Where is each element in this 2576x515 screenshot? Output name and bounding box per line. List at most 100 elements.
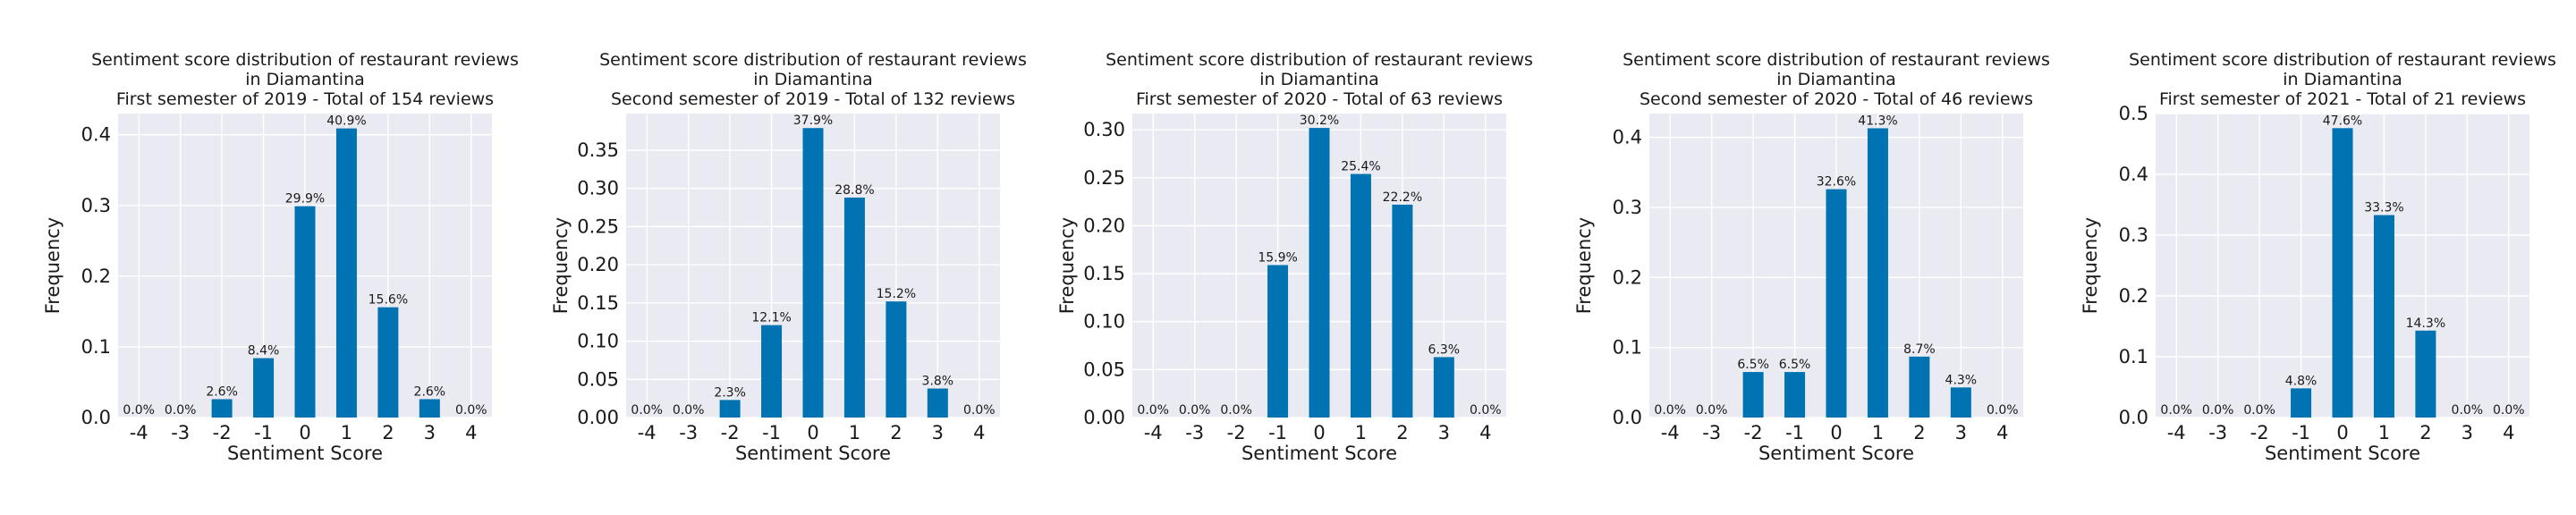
- x-tick-label: 1: [341, 422, 352, 443]
- x-tick-label: 2: [890, 422, 902, 443]
- bar--1: [761, 325, 783, 418]
- y-axis-label: Frequency: [42, 217, 64, 315]
- data-labels: 0.0% 0.0% 0.0% 15.9% 30.2% 25.4% 22.2% 6.3% 0.0%: [1137, 114, 1501, 418]
- data-label: 0.0%: [673, 403, 705, 418]
- title-line-1: Sentiment score distribution of restaura…: [91, 50, 519, 70]
- y-tick-label: 0.3: [81, 195, 111, 216]
- x-tick-label: -4: [130, 422, 148, 443]
- x-tick-label: -3: [679, 422, 698, 443]
- x-tick-label: -3: [1702, 422, 1721, 443]
- x-tick-label: 1: [2378, 422, 2390, 443]
- y-tick-label: 0.2: [1613, 266, 1642, 288]
- data-labels: 0.0% 0.0% 6.5% 6.5% 32.6% 41.3% 8.7% 4.3% 0.0%: [1654, 114, 2018, 418]
- data-label: 33.3%: [2364, 201, 2403, 215]
- x-tick-label: 2: [1396, 422, 1408, 443]
- bar-1: [1867, 128, 1888, 418]
- data-label: 4.3%: [1945, 373, 1978, 387]
- y-tick-labels: 0.0 0.1 0.2 0.3 0.4: [81, 124, 111, 428]
- title-line-2: in Diamantina: [1776, 70, 1896, 89]
- bars: [719, 128, 948, 418]
- y-tick-labels: 0.0 0.1 0.2 0.3 0.4 0.5: [2119, 103, 2148, 428]
- title-line-2: in Diamantina: [2283, 70, 2402, 89]
- y-tick-label: 0.05: [577, 368, 619, 390]
- y-tick-label: 0.20: [1083, 215, 1125, 236]
- data-label: 0.0%: [165, 403, 197, 418]
- data-label: 25.4%: [1341, 160, 1380, 174]
- x-tick-label: -4: [638, 422, 657, 443]
- bar-0: [2332, 128, 2353, 418]
- y-tick-label: 0.2: [81, 266, 111, 287]
- title-line-3: First semester of 2021 - Total of 21 rev…: [2159, 89, 2526, 109]
- chart-panel-2: 0.0% 0.0%2.3%12.1%37.9%28.8%15.2%3.8%0.0%…: [550, 50, 1027, 464]
- data-label: 15.2%: [877, 287, 916, 301]
- y-tick-label: 0.30: [577, 178, 619, 199]
- bar-0: [802, 128, 824, 418]
- data-label: 28.8%: [835, 183, 874, 198]
- bar-3: [1950, 387, 1971, 418]
- bar-3: [927, 388, 948, 418]
- x-tick-labels: -4 -3 -2 -1 0 1 2 3 4: [638, 422, 986, 443]
- data-label: 22.2%: [1383, 190, 1422, 205]
- x-tick-label: -1: [1268, 422, 1287, 443]
- bar-3: [419, 399, 440, 418]
- bar--2: [1742, 372, 1764, 418]
- data-labels: 0.0% 0.0% 2.6% 8.4% 29.9% 40.9% 15.6% 2.6% 0.0%: [123, 114, 487, 418]
- bars: [2291, 128, 2436, 418]
- bar--1: [1267, 265, 1289, 418]
- chart-panel-4: 0.0% 0.0% 6.5% 6.5% 32.6% 41.3% 8.7% 4.3% 0.0% -4…: [1573, 50, 2050, 464]
- x-tick-label: 0: [807, 422, 818, 443]
- bar-2: [2415, 330, 2436, 418]
- y-tick-label: 0.1: [81, 336, 111, 358]
- data-label: 0.0%: [2493, 403, 2525, 418]
- data-label: 0.0%: [123, 403, 155, 418]
- x-tick-label: 4: [973, 422, 985, 443]
- x-tick-label: -2: [213, 422, 232, 443]
- y-tick-label: 0.1: [1613, 337, 1642, 359]
- x-tick-label: 1: [849, 422, 860, 443]
- x-tick-label: 1: [1872, 422, 1884, 443]
- chart-title: Sentiment score distribution of restaura…: [1106, 50, 1533, 109]
- data-label: 2.6%: [414, 384, 446, 399]
- y-tick-label: 0.00: [577, 407, 619, 428]
- x-tick-label: 0: [2336, 422, 2348, 443]
- data-label: 8.4%: [248, 344, 280, 359]
- chart-title: Sentiment score distribution of restaura…: [599, 50, 1027, 109]
- data-labels: 0.0% 0.0% 0.0% 4.8% 47.6% 33.3% 14.3% 0.0% 0.0%: [2160, 114, 2524, 418]
- x-tick-labels: -4 -3 -2 -1 0 1 2 3 4: [1661, 422, 2009, 443]
- y-tick-label: 0.25: [577, 215, 619, 237]
- bar-2: [1392, 204, 1413, 418]
- y-tick-label: 0.20: [577, 254, 619, 275]
- y-tick-label: 0.0: [1613, 407, 1642, 428]
- x-tick-label: 3: [932, 422, 944, 443]
- bar--1: [2291, 388, 2312, 418]
- y-tick-label: 0.0: [81, 407, 111, 428]
- bar-2: [377, 307, 399, 418]
- chart-title: Sentiment score distribution of restaura…: [91, 50, 519, 109]
- x-tick-label: -2: [1227, 422, 1246, 443]
- data-label: 40.9%: [326, 114, 366, 129]
- data-label: 29.9%: [285, 192, 325, 207]
- y-tick-labels: 0.0 0.1 0.2 0.3 0.4: [1613, 127, 1642, 428]
- x-tick-label: 4: [2503, 422, 2514, 443]
- data-labels: 0.0% 0.0% 2.3% 12.1% 37.9% 28.8% 15.2% 3.8% 0.0%: [631, 114, 995, 418]
- data-label: 41.3%: [1858, 114, 1897, 128]
- x-tick-label: -1: [254, 422, 273, 443]
- x-axis-label: Sentiment Score: [1241, 443, 1397, 464]
- data-label: 0.0%: [455, 403, 487, 418]
- y-tick-labels: 0.00 0.05 0.10 0.15 0.20 0.25 0.30 0.35: [577, 139, 619, 428]
- chart-title: Sentiment score distribution of restaura…: [2129, 50, 2556, 109]
- data-label: 32.6%: [1817, 175, 1856, 190]
- x-tick-label: 2: [1913, 422, 1925, 443]
- x-tick-label: 0: [1313, 422, 1325, 443]
- chart-panel-3: 0.0% 0.0% 0.0%15.9%30.2%25.4%22.2%6.3%0.0%…: [1056, 50, 1533, 464]
- title-line-1: Sentiment score distribution of restaura…: [1106, 50, 1533, 70]
- y-tick-label: 0.4: [1613, 127, 1642, 148]
- chart-panel-1: 0.0% 0.0% 2.6% 8.4% 29.9% 40.9% 15.6% 2.6% 0.0% -…: [42, 50, 519, 464]
- y-tick-label: 0.2: [2119, 285, 2148, 307]
- x-axis-label: Sentiment Score: [1758, 443, 1914, 464]
- y-tick-label: 0.0: [2119, 407, 2148, 428]
- data-label: 15.6%: [369, 293, 408, 308]
- data-label: 12.1%: [751, 311, 791, 325]
- x-tick-label: -2: [2250, 422, 2269, 443]
